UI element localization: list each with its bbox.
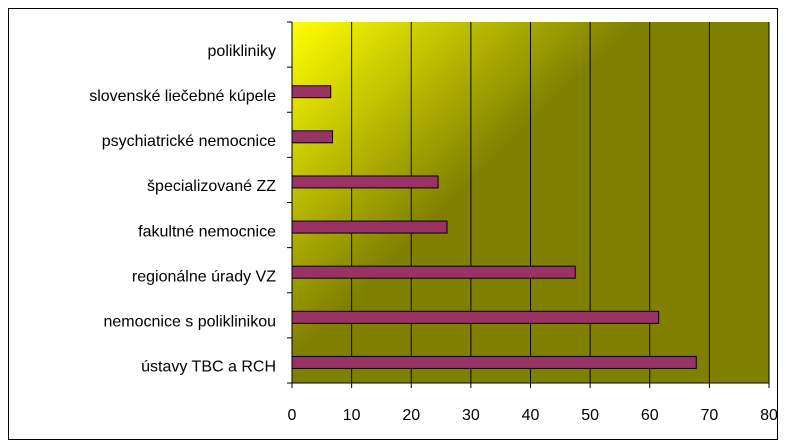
bar xyxy=(291,130,334,144)
y-tick-label: polikliniky xyxy=(208,43,276,60)
x-tick-label: 40 xyxy=(522,407,540,424)
y-tick-label: ústavy TBC a RCH xyxy=(141,359,276,376)
x-tick-label: 50 xyxy=(581,407,599,424)
bar xyxy=(291,355,697,369)
x-tick-label: 80 xyxy=(760,407,778,424)
x-tick-label: 20 xyxy=(402,407,420,424)
y-tick-label: psychiatrické nemocnice xyxy=(102,133,276,150)
x-tick-label: 10 xyxy=(343,407,361,424)
bar xyxy=(291,175,439,189)
y-tick-label: regionálne úrady VZ xyxy=(132,268,276,285)
bar xyxy=(291,310,660,324)
x-tick-label: 30 xyxy=(462,407,480,424)
bar xyxy=(291,85,332,99)
y-tick-label: nemocnice s poliklinikou xyxy=(103,314,276,331)
x-tick-label: 0 xyxy=(288,407,297,424)
x-tick-label: 70 xyxy=(700,407,718,424)
y-tick-label: fakultné nemocnice xyxy=(138,223,276,240)
bar xyxy=(291,265,576,279)
y-tick-label: slovenské liečebné kúpele xyxy=(89,88,276,105)
y-tick-label: špecializované ZZ xyxy=(147,178,276,195)
x-tick-label: 60 xyxy=(641,407,659,424)
bar xyxy=(291,220,448,234)
